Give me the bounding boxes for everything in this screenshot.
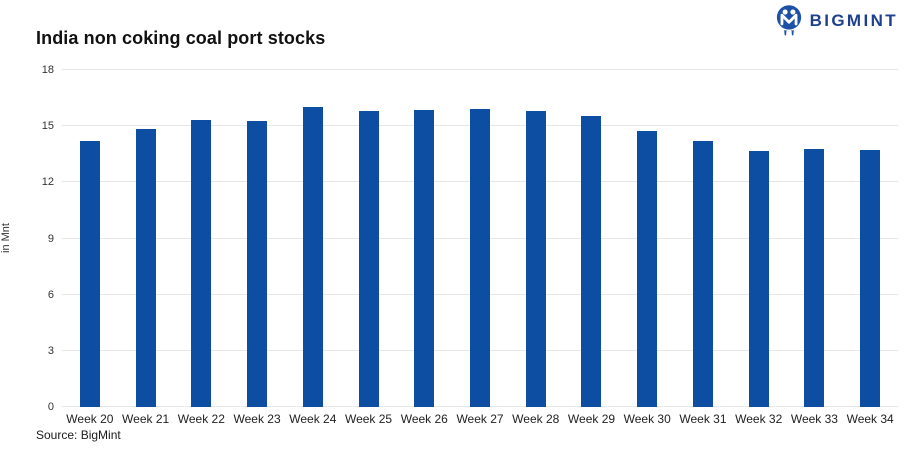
bar bbox=[804, 148, 825, 407]
x-tick-label: Week 27 bbox=[456, 412, 504, 426]
source-note: Source: BigMint bbox=[36, 428, 121, 442]
bar-column bbox=[229, 70, 285, 407]
x-tick-label: Week 22 bbox=[177, 412, 225, 426]
bar bbox=[748, 151, 769, 407]
x-tick-label: Week 31 bbox=[679, 412, 727, 426]
bar-column bbox=[564, 70, 620, 407]
bar bbox=[860, 149, 881, 407]
y-tick-label: 9 bbox=[47, 232, 54, 245]
bar-column bbox=[619, 70, 675, 407]
x-tick-label: Week 29 bbox=[567, 412, 616, 426]
x-tick-label: Week 24 bbox=[289, 412, 337, 426]
x-tick-label: Week 34 bbox=[846, 412, 894, 426]
bar-column bbox=[787, 70, 843, 407]
bar-column bbox=[173, 70, 229, 407]
y-tick-label: 18 bbox=[41, 64, 54, 76]
bar bbox=[414, 110, 435, 407]
bar-column bbox=[341, 70, 397, 407]
bar bbox=[79, 141, 100, 407]
y-tick-label: 12 bbox=[41, 176, 54, 189]
gridline bbox=[62, 69, 898, 70]
bigmint-logo: BIGMINT bbox=[774, 4, 898, 38]
plot-area bbox=[62, 69, 898, 407]
y-tick-label: 15 bbox=[41, 120, 54, 133]
bar-column bbox=[842, 70, 898, 407]
y-tick-label: 3 bbox=[47, 344, 54, 357]
bigmint-logo-text: BIGMINT bbox=[809, 11, 898, 30]
bar-column bbox=[118, 70, 174, 407]
bar-column bbox=[675, 70, 731, 407]
bar-column bbox=[452, 70, 508, 407]
page-title: India non coking coal port stocks bbox=[36, 28, 326, 48]
bar bbox=[637, 130, 658, 407]
bar bbox=[525, 111, 546, 407]
x-tick-label: Week 28 bbox=[512, 412, 560, 426]
bar bbox=[191, 119, 212, 407]
x-tick-label: Week 25 bbox=[344, 412, 393, 426]
x-tick-label: Week 30 bbox=[623, 412, 671, 426]
bar bbox=[692, 141, 713, 407]
bigmint-logo-icon bbox=[774, 4, 804, 38]
bar bbox=[247, 120, 268, 407]
bar bbox=[135, 128, 156, 407]
y-tick-label: 6 bbox=[47, 288, 54, 301]
bar bbox=[581, 115, 602, 407]
bar bbox=[302, 107, 323, 407]
bar-column bbox=[508, 70, 564, 407]
x-tick-label: Week 33 bbox=[790, 412, 838, 426]
bar-column bbox=[396, 70, 452, 407]
x-tick-label: Week 21 bbox=[122, 412, 170, 426]
x-tick-label: Week 23 bbox=[233, 412, 281, 426]
bar-column bbox=[62, 70, 118, 407]
bar-column bbox=[731, 70, 787, 407]
x-axis: Week 20 Week 21 Week 22 Week 23 Week 24 Week … bbox=[62, 412, 898, 426]
y-tick-label: 0 bbox=[47, 401, 54, 413]
bar-series bbox=[62, 70, 898, 407]
bar-column bbox=[285, 70, 341, 407]
x-tick-label: Week 26 bbox=[400, 412, 448, 426]
bar bbox=[470, 109, 490, 407]
y-axis: 0 3 6 9 12 15 18 bbox=[0, 64, 54, 413]
bar bbox=[358, 111, 379, 407]
x-tick-label: Week 32 bbox=[735, 412, 783, 426]
x-tick-label: Week 20 bbox=[66, 412, 114, 426]
y-axis-title: in Mnt bbox=[0, 223, 12, 253]
